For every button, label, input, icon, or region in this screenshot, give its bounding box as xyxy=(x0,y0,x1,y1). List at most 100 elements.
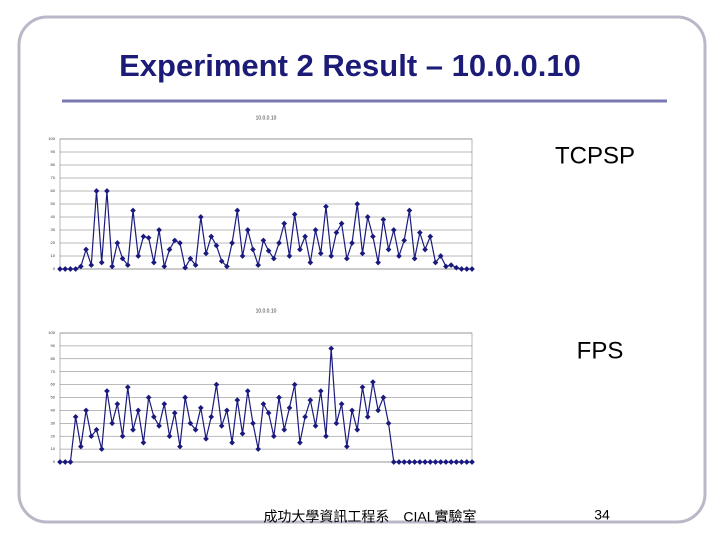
data-point xyxy=(411,255,418,262)
y-tick-label: 20 xyxy=(51,240,56,245)
y-tick-label: 90 xyxy=(51,149,56,154)
data-line xyxy=(60,190,472,270)
data-point xyxy=(171,410,178,416)
data-point xyxy=(453,264,460,271)
data-point xyxy=(291,381,298,388)
data-point xyxy=(385,246,392,253)
chart-label: FPS xyxy=(577,337,624,364)
data-point xyxy=(67,459,74,465)
data-point xyxy=(166,246,173,253)
data-point xyxy=(192,262,199,268)
data-point xyxy=(297,439,303,446)
data-point xyxy=(458,266,465,272)
data-point xyxy=(187,420,194,427)
data-point xyxy=(119,433,126,440)
y-tick-label: 40 xyxy=(51,214,56,219)
data-point xyxy=(151,259,157,266)
y-tick-label: 10 xyxy=(51,446,56,451)
data-point xyxy=(109,420,115,427)
data-point xyxy=(359,384,366,391)
data-point xyxy=(98,446,105,452)
data-point xyxy=(104,188,110,194)
chart-title: 10.0.0.10 xyxy=(256,308,277,314)
data-point xyxy=(145,394,152,401)
data-point xyxy=(396,459,402,465)
data-point xyxy=(437,253,444,259)
data-point xyxy=(218,423,225,429)
y-tick-label: 50 xyxy=(51,395,56,400)
data-point xyxy=(270,255,277,262)
data-point xyxy=(312,227,319,233)
data-point xyxy=(197,214,204,220)
data-point xyxy=(359,250,366,257)
data-point xyxy=(93,188,100,194)
data-point xyxy=(469,266,475,272)
data-point xyxy=(286,253,293,259)
data-point xyxy=(72,266,79,272)
data-point xyxy=(328,253,335,259)
data-point xyxy=(323,433,329,440)
data-point xyxy=(281,220,288,227)
data-point xyxy=(250,246,256,253)
data-point xyxy=(312,423,319,429)
y-tick-label: 70 xyxy=(51,369,56,374)
data-point xyxy=(203,435,209,442)
y-tick-label: 30 xyxy=(51,420,56,425)
data-point xyxy=(463,459,470,465)
y-tick-label: 0 xyxy=(53,266,56,271)
data-point xyxy=(432,459,439,465)
data-point xyxy=(161,263,168,270)
data-point xyxy=(213,242,220,249)
data-point xyxy=(135,407,142,414)
data-point xyxy=(124,384,131,391)
data-point xyxy=(83,407,89,414)
y-tick-label: 90 xyxy=(51,343,56,348)
data-point xyxy=(333,229,340,236)
data-point xyxy=(265,247,272,254)
data-point xyxy=(364,214,371,220)
data-point xyxy=(265,410,272,416)
data-point xyxy=(427,233,434,240)
y-tick-label: 20 xyxy=(51,433,56,438)
chart-title: 10.0.0.10 xyxy=(256,115,277,121)
chart-label: TCPSP xyxy=(555,142,635,169)
y-tick-label: 100 xyxy=(48,136,55,141)
page-number: 34 xyxy=(594,507,610,523)
data-point xyxy=(344,443,350,450)
y-tick-label: 100 xyxy=(48,330,55,335)
data-point xyxy=(250,420,256,427)
data-point xyxy=(177,443,183,450)
data-point xyxy=(255,262,262,268)
data-point xyxy=(375,407,381,414)
y-tick-label: 80 xyxy=(51,162,56,167)
data-point xyxy=(344,255,350,262)
data-point xyxy=(364,414,371,420)
data-point xyxy=(276,394,282,401)
data-point xyxy=(224,407,230,414)
data-point xyxy=(270,433,277,440)
data-point xyxy=(109,263,115,270)
data-point xyxy=(234,397,241,403)
data-point xyxy=(443,263,449,270)
data-point xyxy=(286,404,293,411)
data-point xyxy=(375,259,381,266)
data-point xyxy=(234,207,241,214)
data-point xyxy=(422,459,428,465)
data-point xyxy=(390,459,397,465)
data-point xyxy=(88,262,95,268)
data-point xyxy=(437,459,444,465)
data-point xyxy=(453,459,460,465)
y-tick-label: 10 xyxy=(51,253,56,258)
data-point xyxy=(114,240,121,246)
data-point xyxy=(244,388,251,394)
footer: 成功大學資訊工程系 CIAL實驗室 xyxy=(263,509,476,525)
data-point xyxy=(307,397,314,403)
data-point xyxy=(119,255,126,262)
data-point xyxy=(380,394,387,401)
data-point xyxy=(83,246,89,253)
data-point xyxy=(401,459,408,465)
data-point xyxy=(239,253,246,259)
data-point xyxy=(422,246,428,253)
data-point xyxy=(218,258,225,265)
